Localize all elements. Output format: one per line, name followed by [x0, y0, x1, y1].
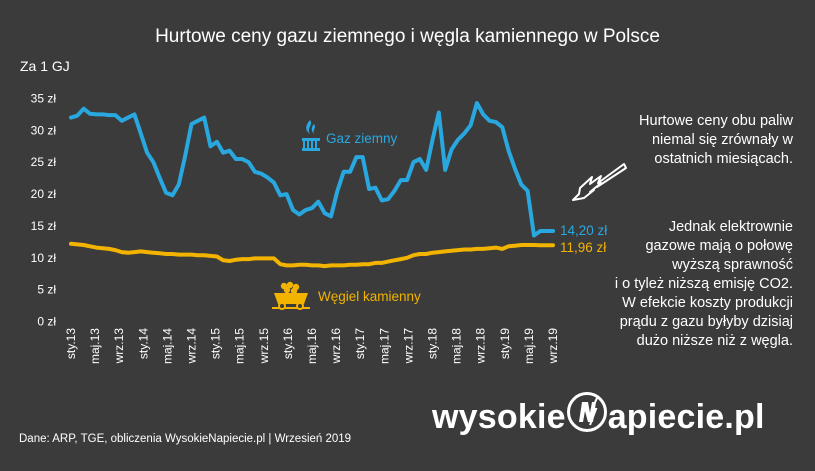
coal-price-line [69, 241, 555, 269]
x-tick-label: sty.18 [426, 328, 440, 359]
x-tick-label: maj.17 [377, 328, 391, 364]
annotation-top: Hurtowe ceny obu paliw niemal się zrówna… [639, 113, 793, 167]
brand-logo: wysokie apiecie.pl [432, 392, 765, 437]
coal-series-label: Węgiel kamienny [318, 289, 421, 304]
x-tick-label: wrz.15 [257, 328, 271, 365]
arrow-icon [572, 163, 627, 201]
y-axis-unit-label: Za 1 GJ [20, 58, 70, 74]
x-tick-label: maj.15 [233, 328, 247, 364]
lightning-n-icon [566, 392, 607, 432]
x-tick-label: sty.15 [209, 328, 223, 359]
x-tick-label: maj.16 [305, 328, 319, 364]
x-tick-label: sty.19 [498, 328, 512, 359]
x-tick-label: maj.13 [88, 328, 102, 364]
x-tick-label: maj.14 [160, 328, 174, 364]
gas-flame-icon [302, 120, 320, 151]
y-tick-label: 0 zł [37, 315, 56, 329]
y-axis: 0 zł 5 zł 10 zł 15 zł 20 zł 25 zł 30 zł 35 zł [31, 92, 57, 329]
gas-end-value-label: 14,20 zł [560, 223, 607, 238]
x-tick-label: sty.14 [136, 328, 150, 359]
x-tick-label: wrz.17 [401, 328, 415, 365]
y-tick-label: 35 zł [31, 92, 57, 106]
x-tick-label: wrz.19 [546, 328, 560, 365]
coal-cart-icon [272, 281, 310, 310]
x-tick-label: wrz.13 [112, 328, 126, 365]
y-tick-label: 5 zł [37, 283, 56, 297]
coal-end-value-label: 11,96 zł [560, 240, 606, 255]
x-tick-label: sty.13 [64, 328, 78, 359]
x-tick-label: maj.19 [522, 328, 536, 364]
y-tick-label: 15 zł [31, 219, 57, 233]
x-tick-label: wrz.18 [474, 328, 488, 365]
x-tick-label: sty.16 [281, 328, 295, 359]
y-tick-label: 20 zł [31, 187, 57, 201]
x-tick-label: wrz.14 [185, 328, 199, 365]
y-tick-label: 30 zł [31, 123, 57, 137]
source-note: Dane: ARP, TGE, obliczenia WysokieNapiec… [19, 433, 352, 445]
chart-title: Hurtowe ceny gazu ziemnego i węgla kamie… [155, 26, 660, 47]
brand-text-part2: apiecie.pl [607, 398, 765, 436]
y-tick-label: 10 zł [31, 251, 57, 265]
x-tick-label: sty.17 [353, 328, 367, 359]
brand-text-part1: wysokie [432, 398, 566, 436]
annotation-bottom: Jednak elektrownie gazowe mają o połowę … [614, 219, 793, 349]
gas-series-label: Gaz ziemny [326, 131, 398, 146]
x-tick-label: wrz.16 [329, 328, 343, 365]
gas-price-line [69, 101, 555, 238]
x-axis: sty.13 maj.13 wrz.13 sty.14 maj.14 wrz.14 sty.… [64, 328, 560, 365]
x-tick-label: maj.18 [450, 328, 464, 364]
series-lines [69, 101, 555, 269]
y-tick-label: 25 zł [31, 155, 57, 169]
